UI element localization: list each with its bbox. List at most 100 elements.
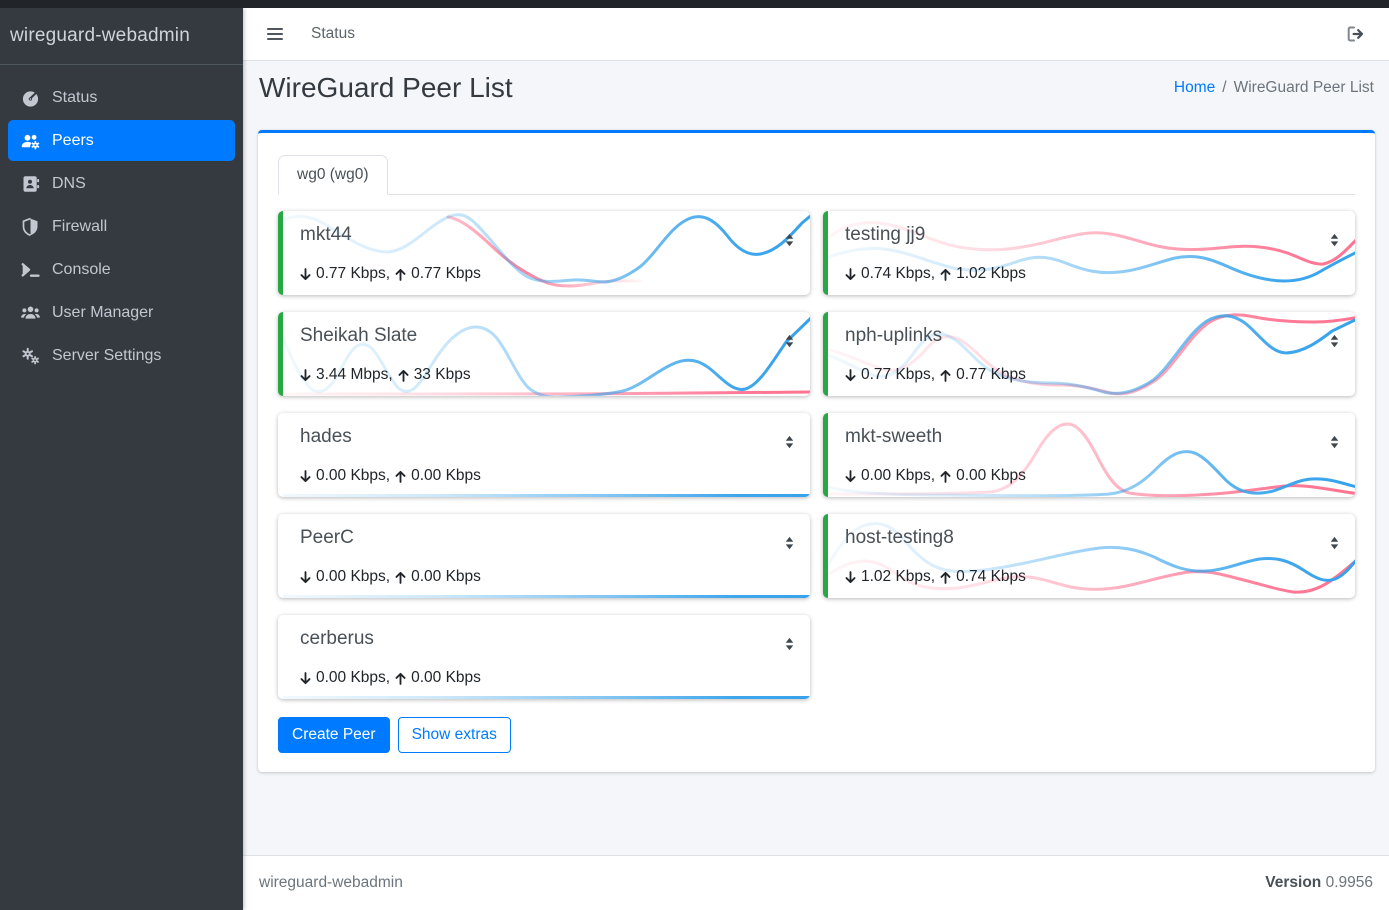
peer-card-nph-uplinks[interactable]: nph-uplinks 0.77 Kbps, 0.77 Kbps: [823, 312, 1355, 396]
peer-card-host-testing8[interactable]: host-testing8 1.02 Kbps, 0.74 Kbps: [823, 514, 1355, 598]
sort-icon[interactable]: [782, 333, 797, 349]
version-value: 0.9956: [1325, 874, 1373, 891]
upload-rate: 0.00 Kbps: [411, 669, 481, 686]
download-rate: 0.00 Kbps,: [316, 669, 391, 686]
peer-transfer: 3.44 Mbps, 33 Kbps: [299, 366, 471, 384]
users-icon: [21, 306, 40, 319]
sort-icon[interactable]: [782, 636, 797, 652]
arrow-down-icon: [300, 267, 311, 280]
sort-icon[interactable]: [1327, 333, 1342, 349]
sort-icon[interactable]: [1327, 535, 1342, 551]
gauge-icon: [22, 90, 39, 107]
sidebar: wireguard-webadmin Status Peers DNS Fire…: [0, 8, 243, 910]
version-label: Version: [1265, 874, 1322, 891]
sort-icon[interactable]: [782, 535, 797, 551]
arrow-up-icon: [940, 470, 951, 483]
upload-rate: 0.77 Kbps: [956, 366, 1026, 383]
peer-card-mkt44[interactable]: mkt44 0.77 Kbps, 0.77 Kbps: [278, 211, 810, 295]
breadcrumb-home-link[interactable]: Home: [1173, 79, 1216, 96]
arrow-up-icon: [940, 571, 951, 584]
peer-card-hades[interactable]: hades 0.00 Kbps, 0.00 Kbps: [278, 413, 810, 497]
peer-card-testing-jj9[interactable]: testing jj9 0.74 Kbps, 1.02 Kbps: [823, 211, 1355, 295]
peer-card-peerc[interactable]: PeerC 0.00 Kbps, 0.00 Kbps: [278, 514, 810, 598]
sidebar-item-dns[interactable]: DNS: [8, 163, 235, 204]
footer: wireguard-webadmin Version 0.9956: [243, 855, 1389, 910]
sidebar-item-firewall[interactable]: Firewall: [8, 206, 235, 247]
page-title: WireGuard Peer List: [259, 72, 513, 103]
show-extras-button[interactable]: Show extras: [397, 717, 511, 754]
arrow-down-icon: [300, 671, 311, 684]
peer-grid: mkt44 0.77 Kbps, 0.77 Kbps Sheikah Slate: [278, 211, 1355, 699]
peer-name[interactable]: mkt-sweeth: [845, 426, 943, 447]
peer-name[interactable]: cerberus: [300, 628, 374, 649]
sidebar-item-label: Status: [52, 88, 98, 106]
arrow-up-icon: [395, 268, 406, 281]
upload-rate: 0.00 Kbps: [956, 467, 1026, 484]
shield-icon: [22, 217, 38, 236]
download-rate: 0.77 Kbps,: [316, 265, 391, 282]
arrow-down-icon: [300, 368, 311, 381]
peer-card-cerberus[interactable]: cerberus 0.00 Kbps, 0.00 Kbps: [278, 615, 810, 699]
sort-icon[interactable]: [782, 232, 797, 248]
peer-name[interactable]: nph-uplinks: [845, 325, 943, 346]
sort-icon[interactable]: [782, 434, 797, 450]
peer-card-mkt-sweeth[interactable]: mkt-sweeth 0.00 Kbps, 0.00 Kbps: [823, 413, 1355, 497]
peer-transfer: 0.74 Kbps, 1.02 Kbps: [844, 265, 1026, 283]
sidebar-item-status[interactable]: Status: [8, 77, 235, 118]
peer-card-sheikah-slate[interactable]: Sheikah Slate 3.44 Mbps, 33 Kbps: [278, 312, 810, 396]
arrow-up-icon: [395, 470, 406, 483]
peer-transfer: 0.00 Kbps, 0.00 Kbps: [299, 669, 481, 687]
sidebar-item-peers[interactable]: Peers: [8, 120, 235, 161]
brand[interactable]: wireguard-webadmin: [0, 8, 243, 65]
breadcrumb: Home / WireGuard Peer List: [1174, 79, 1374, 97]
peer-name[interactable]: PeerC: [300, 527, 354, 548]
download-rate: 0.00 Kbps,: [316, 467, 391, 484]
arrow-down-icon: [845, 570, 856, 583]
sidebar-item-label: Firewall: [52, 217, 108, 235]
arrow-down-icon: [845, 368, 856, 381]
sidebar-item-user-manager[interactable]: User Manager: [8, 292, 235, 333]
peer-name[interactable]: testing jj9: [845, 224, 926, 245]
arrow-down-icon: [845, 469, 856, 482]
peer-column-right: testing jj9 0.74 Kbps, 1.02 Kbps nph-upl…: [823, 211, 1355, 699]
peer-name[interactable]: mkt44: [300, 224, 352, 245]
download-rate: 0.77 Kbps,: [861, 366, 936, 383]
arrow-down-icon: [845, 267, 856, 280]
sort-icon[interactable]: [1327, 232, 1342, 248]
navbar-status-link[interactable]: Status: [311, 25, 355, 42]
peer-transfer: 0.77 Kbps, 0.77 Kbps: [299, 265, 481, 283]
footer-version: Version 0.9956: [1265, 874, 1373, 892]
arrow-up-icon: [398, 369, 409, 382]
sidebar-nav: Status Peers DNS Firewall Console User M…: [0, 77, 243, 376]
download-rate: 0.00 Kbps,: [316, 568, 391, 585]
hamburger-icon[interactable]: [265, 24, 285, 44]
peer-name[interactable]: host-testing8: [845, 527, 954, 548]
top-strip: [0, 0, 1389, 8]
sidebar-item-label: Server Settings: [52, 346, 162, 364]
peer-list-card: wg0 (wg0) mkt44 0.77 Kbps, 0.77 Kbps: [258, 130, 1375, 772]
breadcrumb-current: WireGuard Peer List: [1233, 79, 1374, 96]
tab-wg0[interactable]: wg0 (wg0): [278, 155, 388, 195]
sidebar-item-label: User Manager: [52, 303, 154, 321]
arrow-up-icon: [940, 268, 951, 281]
download-rate: 0.00 Kbps,: [861, 467, 936, 484]
download-rate: 0.74 Kbps,: [861, 265, 936, 282]
sort-icon[interactable]: [1327, 434, 1342, 450]
peer-transfer: 0.00 Kbps, 0.00 Kbps: [844, 467, 1026, 485]
content-header: WireGuard Peer List Home / WireGuard Peer …: [259, 72, 1374, 104]
arrow-up-icon: [940, 369, 951, 382]
sidebar-item-console[interactable]: Console: [8, 249, 235, 290]
peer-name[interactable]: hades: [300, 426, 352, 447]
breadcrumb-separator: /: [1222, 79, 1227, 96]
sidebar-item-label: Console: [52, 260, 111, 278]
upload-rate: 1.02 Kbps: [956, 265, 1026, 282]
create-peer-button[interactable]: Create Peer: [278, 717, 390, 754]
upload-rate: 0.00 Kbps: [411, 467, 481, 484]
upload-rate: 0.00 Kbps: [411, 568, 481, 585]
upload-rate: 0.77 Kbps: [411, 265, 481, 282]
peer-transfer: 0.00 Kbps, 0.00 Kbps: [299, 568, 481, 586]
sidebar-item-server-settings[interactable]: Server Settings: [8, 335, 235, 376]
arrow-up-icon: [395, 672, 406, 685]
sign-out-icon[interactable]: [1345, 24, 1367, 44]
peer-name[interactable]: Sheikah Slate: [300, 325, 418, 346]
